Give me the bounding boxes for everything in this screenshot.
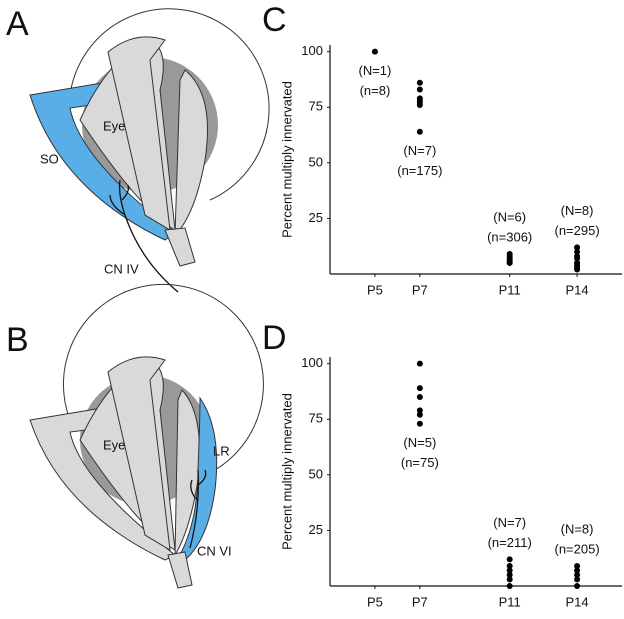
diagram-label: Eye [103, 118, 125, 133]
diagram-b: Eye LR CN VI [29, 283, 264, 589]
point [416, 385, 423, 392]
point [416, 360, 423, 367]
group-label: (n=8) [360, 83, 391, 98]
group-label: (n=75) [401, 455, 439, 470]
y-axis-label: Percent multiply innervated [279, 81, 294, 238]
group-label: (N=8) [561, 521, 594, 536]
group-label: (N=5) [403, 435, 436, 450]
muscle [107, 36, 171, 231]
point [506, 571, 513, 578]
x-tick-label: P7 [412, 594, 428, 609]
point [506, 576, 513, 583]
nerve [109, 179, 179, 293]
y-tick-label: 100 [301, 355, 323, 370]
diagram-label: SO [40, 151, 59, 166]
group-label: (n=175) [397, 163, 442, 178]
y-tick-label: 75 [309, 411, 323, 426]
diagram-label: CN IV [104, 261, 139, 276]
x-tick-label: P7 [412, 282, 428, 297]
optic-nerve [164, 227, 196, 267]
group-label: (n=306) [487, 229, 532, 244]
group-label: (N=8) [561, 203, 594, 218]
group-label: (n=205) [554, 541, 599, 556]
point [574, 244, 581, 251]
panel-label: D [262, 319, 287, 357]
x-tick-label: P5 [367, 594, 383, 609]
point [574, 576, 581, 583]
y-axis-label: Percent multiply innervated [279, 393, 294, 550]
point [574, 248, 581, 255]
x-tick-label: P14 [566, 282, 589, 297]
point [416, 394, 423, 401]
group-label: (N=7) [493, 515, 526, 530]
diagram-label: LR [213, 443, 230, 458]
panel-label: B [6, 321, 29, 359]
point [416, 86, 423, 93]
point [416, 420, 423, 427]
group-label: (N=1) [358, 63, 391, 78]
point [506, 567, 513, 574]
point [574, 255, 581, 262]
y-tick-label: 50 [309, 466, 323, 481]
orbit-outline [62, 283, 264, 471]
point [574, 562, 581, 569]
point [506, 562, 513, 569]
diagram-label: CN VI [197, 543, 232, 558]
point [574, 266, 581, 273]
y-tick-label: 25 [309, 522, 323, 537]
point [506, 583, 513, 589]
y-tick-label: 50 [309, 154, 323, 169]
panel-label: C [262, 1, 287, 39]
orbit-outline [69, 8, 270, 201]
x-tick-label: P11 [499, 282, 521, 297]
group-label: (N=7) [403, 143, 436, 158]
x-tick-label: P11 [499, 594, 521, 609]
x-tick-label: P5 [367, 282, 383, 297]
panel-label: A [6, 5, 29, 43]
point [416, 128, 423, 135]
point [574, 571, 581, 578]
group-label: (n=211) [488, 535, 532, 550]
muscle [107, 356, 171, 551]
group-label: (N=6) [493, 209, 526, 224]
diagram-a: Eye SO CN IV [29, 8, 270, 293]
point [371, 48, 378, 55]
point [416, 411, 423, 418]
diagram-label: Eye [103, 437, 125, 452]
point [574, 567, 581, 574]
point [416, 102, 423, 109]
y-tick-label: 75 [309, 99, 323, 114]
y-tick-label: 100 [301, 43, 323, 58]
y-tick-label: 25 [309, 210, 323, 225]
point [506, 556, 513, 563]
point [574, 583, 581, 589]
nerve [189, 469, 207, 549]
point [416, 79, 423, 86]
group-label: (n=295) [554, 223, 599, 238]
point [416, 407, 423, 414]
point [506, 259, 513, 266]
optic-nerve [167, 551, 193, 589]
x-tick-label: P14 [566, 594, 589, 609]
